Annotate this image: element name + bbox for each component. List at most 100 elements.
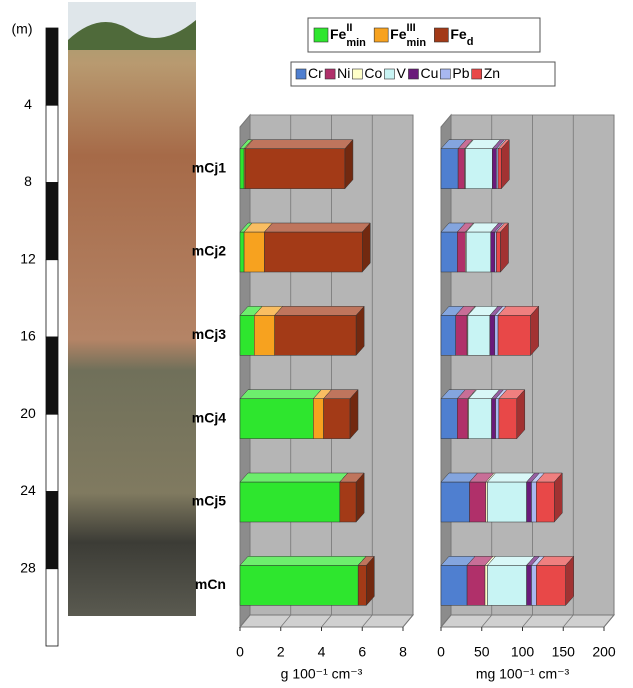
- bar-segment: [490, 231, 496, 273]
- bar-end: [344, 139, 354, 190]
- legend-label: FeIII min: [390, 22, 426, 49]
- bar-segment: [357, 565, 367, 606]
- x-axis-label: g 100⁻¹ cm⁻³: [281, 666, 363, 682]
- bar-segment: [489, 315, 496, 356]
- bar-segment: [498, 398, 518, 439]
- grid-line: [280, 614, 292, 628]
- bar-segment: [440, 148, 459, 189]
- legend-swatch: [324, 68, 336, 80]
- bar-segment: [531, 565, 537, 606]
- bar-segment: [239, 398, 314, 439]
- bar-segment: [531, 481, 537, 523]
- bar-segment: [497, 148, 502, 189]
- bar-segment: [239, 565, 359, 606]
- side-wall: [239, 113, 251, 629]
- bar-segment: [455, 315, 468, 356]
- bar-segment: [440, 398, 458, 439]
- bar-end: [366, 555, 375, 606]
- scale-segment: [45, 104, 59, 183]
- category-label: mCj2: [192, 243, 226, 259]
- photo-vegetation: [68, 20, 196, 50]
- scale-segment: [45, 336, 59, 415]
- bar-segment: [244, 148, 346, 189]
- grid-line: [522, 614, 533, 628]
- bar-segment: [484, 565, 488, 606]
- scale-segment: [45, 491, 59, 570]
- scale-segment: [45, 27, 59, 106]
- bar-segment: [457, 398, 469, 439]
- y-tick-label: 20: [20, 405, 36, 421]
- grid-line: [562, 614, 574, 628]
- legend-label: Ni: [337, 65, 350, 81]
- bar-segment: [440, 315, 456, 356]
- x-tick-label: 200: [592, 644, 616, 660]
- y-tick-label: 28: [20, 559, 36, 575]
- legend-text: Fe: [450, 26, 467, 42]
- legend-swatch: [313, 27, 329, 43]
- bar-end: [554, 472, 563, 523]
- legend-box: [307, 17, 541, 53]
- bar-segment: [536, 481, 555, 523]
- bar-top: [239, 556, 367, 566]
- legend-sub: d: [467, 36, 474, 48]
- bar-segment: [243, 231, 265, 273]
- legend-label: V: [396, 65, 406, 81]
- bar-segment: [536, 565, 566, 606]
- bar-segment: [264, 231, 363, 273]
- legend-sub: min: [346, 37, 366, 49]
- bar-end: [516, 389, 526, 440]
- bar-segment: [323, 398, 351, 439]
- bar-segment: [313, 398, 324, 439]
- axis-label: (m): [12, 21, 33, 37]
- x-tick-label: 0: [437, 644, 445, 660]
- bar-segment: [239, 481, 341, 523]
- legend-box: [290, 61, 556, 87]
- bar-top: [239, 472, 349, 483]
- y-tick-label: 16: [20, 328, 36, 344]
- profile-photo: [68, 2, 196, 616]
- y-tick-label: 12: [20, 250, 36, 266]
- legend-swatch: [373, 27, 389, 43]
- bar-top: [244, 139, 354, 149]
- bar-end: [500, 222, 509, 273]
- bar-segment: [457, 231, 466, 273]
- legend-text: Zn: [484, 65, 500, 81]
- y-tick-label: 4: [24, 96, 32, 112]
- x-tick-label: 0: [236, 644, 244, 660]
- legend-label: Co: [364, 65, 382, 81]
- legend-label: Fed: [450, 26, 473, 48]
- scale-segment: [45, 182, 59, 261]
- legend-text: Fe: [330, 26, 347, 42]
- legend-text: V: [396, 65, 406, 81]
- bar-segment: [254, 315, 275, 356]
- grid-line: [481, 614, 493, 628]
- legend-text: Co: [364, 65, 382, 81]
- x-tick-label: 100: [511, 644, 535, 660]
- bar-segment: [492, 148, 497, 189]
- legend-text: Cr: [308, 65, 323, 81]
- legend: Cr Ni Co V Cu Pb Zn: [290, 61, 556, 87]
- legend-swatch: [384, 68, 395, 80]
- bar-segment: [495, 398, 500, 439]
- bar-segment: [496, 231, 501, 273]
- bar-top: [239, 389, 322, 399]
- y-tick-label: 24: [20, 482, 36, 498]
- bar-end: [349, 389, 359, 440]
- x-axis-label: mg 100⁻¹ cm⁻³: [476, 666, 570, 682]
- category-label: mCj5: [192, 493, 226, 509]
- legend-swatch: [352, 68, 363, 80]
- bar-segment: [440, 481, 470, 523]
- bar-segment: [274, 315, 357, 356]
- grid-line: [361, 614, 373, 628]
- y-tick-label: 8: [24, 173, 32, 189]
- legend-sup: II: [346, 22, 352, 34]
- x-tick-label: 2: [277, 644, 285, 660]
- bar-segment: [440, 565, 468, 606]
- bar-segment: [467, 315, 491, 356]
- scale-segment: [45, 259, 59, 338]
- bar-segment: [526, 565, 532, 606]
- legend-swatch: [440, 68, 451, 80]
- grid-line: [603, 614, 615, 628]
- grid-line: [321, 614, 332, 628]
